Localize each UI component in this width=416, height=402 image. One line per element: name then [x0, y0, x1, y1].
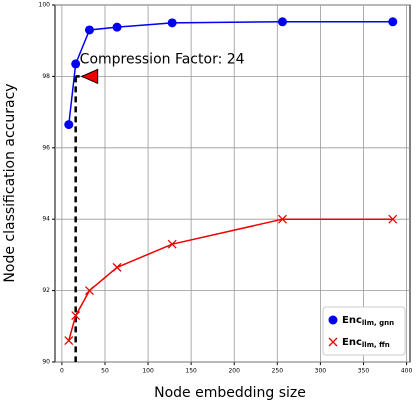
legend-marker [328, 315, 338, 325]
y-tick-label: 96 [42, 144, 50, 151]
x-tick-label: 400 [401, 368, 413, 375]
legend-label: Encllm, gnn [342, 315, 394, 327]
marker [167, 239, 177, 249]
x-tick-label: 300 [315, 368, 327, 375]
y-tick-label: 100 [39, 2, 51, 9]
y-tick-label: 90 [42, 359, 50, 366]
series-line [68, 21, 393, 125]
marker [167, 18, 177, 28]
x-tick-label: 100 [142, 368, 154, 375]
legend-label: Encllm, ffn [342, 337, 390, 349]
legend-subscript: llm, ffn [362, 341, 390, 349]
marker [64, 120, 74, 130]
marker [112, 262, 122, 272]
x-tick-label: 0 [60, 368, 64, 375]
marker [71, 311, 81, 321]
x-tick-label: 350 [358, 368, 370, 375]
legend-box [322, 306, 406, 356]
annotation-arrow [80, 68, 99, 85]
x-axis-label: Node embedding size [154, 385, 306, 401]
y-tick-label: 92 [42, 287, 50, 294]
legend-name: Enc [342, 315, 362, 326]
marker [388, 214, 398, 224]
annotation-text: Compression Factor: 24 [80, 51, 245, 67]
x-tick-label: 50 [101, 368, 109, 375]
y-axis-label: Node classification accuracy [2, 83, 18, 282]
x-tick-label: 250 [272, 368, 284, 375]
legend-name: Enc [342, 337, 362, 348]
x-tick-label: 200 [228, 368, 240, 375]
marker [388, 17, 398, 27]
legend-marker [328, 337, 338, 347]
legend-subscript: llm, gnn [362, 319, 394, 327]
marker [64, 336, 74, 346]
marker [71, 59, 81, 69]
y-tick-label: 98 [42, 73, 50, 80]
marker [84, 25, 94, 35]
x-tick-label: 150 [185, 368, 197, 375]
y-tick-label: 94 [42, 216, 50, 223]
marker [85, 286, 94, 296]
marker [112, 22, 122, 32]
marker [277, 17, 287, 27]
marker [278, 214, 287, 224]
